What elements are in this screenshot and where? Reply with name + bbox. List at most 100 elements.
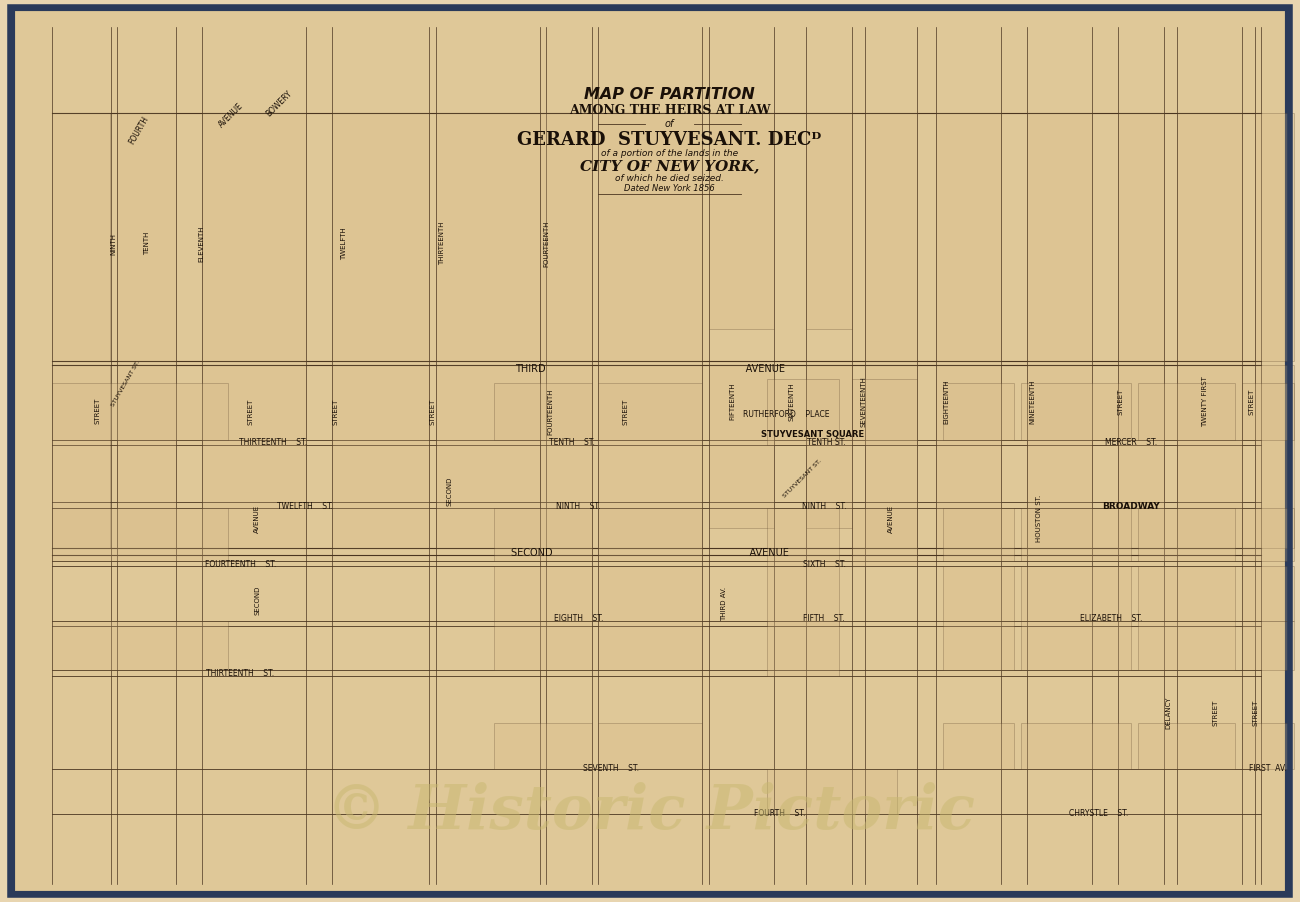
Bar bbox=[494, 566, 592, 621]
Text: AMONG THE HEIRS AT LAW: AMONG THE HEIRS AT LAW bbox=[569, 105, 770, 117]
Text: NINTH: NINTH bbox=[111, 233, 116, 254]
Bar bbox=[52, 508, 227, 561]
Text: CITY OF NEW YORK,: CITY OF NEW YORK, bbox=[580, 159, 759, 173]
Text: FIFTH    ST.: FIFTH ST. bbox=[803, 614, 845, 623]
Text: STREET: STREET bbox=[1253, 699, 1258, 726]
Bar bbox=[942, 723, 1014, 769]
Text: FOURTEENTH: FOURTEENTH bbox=[543, 220, 549, 267]
Bar bbox=[598, 113, 702, 361]
Text: CHRYSTLE    ST.: CHRYSTLE ST. bbox=[1069, 809, 1128, 818]
FancyBboxPatch shape bbox=[13, 9, 1287, 893]
Bar bbox=[1138, 723, 1235, 769]
Text: of a portion of the lands in the: of a portion of the lands in the bbox=[601, 149, 738, 158]
Bar bbox=[1138, 621, 1235, 670]
Bar bbox=[540, 365, 592, 548]
Text: FOURTEENTH    ST.: FOURTEENTH ST. bbox=[205, 560, 276, 569]
Text: BOWERY: BOWERY bbox=[265, 89, 294, 118]
Text: © Historic Pictoric: © Historic Pictoric bbox=[325, 782, 975, 842]
Bar bbox=[1138, 383, 1235, 440]
Bar bbox=[806, 365, 852, 528]
Text: TENTH    ST.: TENTH ST. bbox=[549, 438, 595, 447]
Text: STREET: STREET bbox=[95, 397, 100, 424]
Text: FOURTH    ST.: FOURTH ST. bbox=[754, 809, 806, 818]
Text: STREET: STREET bbox=[1213, 699, 1218, 726]
Bar bbox=[1242, 621, 1294, 670]
Bar bbox=[494, 383, 592, 440]
Bar bbox=[52, 383, 227, 440]
Bar bbox=[708, 365, 773, 528]
Bar bbox=[540, 113, 592, 361]
Text: MAP OF PARTITION: MAP OF PARTITION bbox=[584, 87, 755, 102]
Bar bbox=[494, 723, 592, 769]
Bar bbox=[864, 365, 916, 548]
Bar bbox=[117, 365, 176, 548]
Bar bbox=[767, 769, 897, 814]
Text: STREET: STREET bbox=[248, 399, 254, 426]
Bar bbox=[598, 383, 702, 440]
Text: NINTH    ST.: NINTH ST. bbox=[802, 502, 846, 511]
Bar bbox=[1020, 383, 1131, 440]
Text: SECOND: SECOND bbox=[255, 585, 260, 614]
Bar bbox=[767, 379, 838, 445]
Bar bbox=[1254, 113, 1294, 361]
Bar bbox=[598, 566, 702, 621]
Bar bbox=[1138, 566, 1235, 621]
Bar bbox=[1020, 621, 1131, 670]
Text: STREET: STREET bbox=[430, 399, 436, 426]
Text: TWELFTH: TWELFTH bbox=[342, 227, 347, 260]
Text: SEVENTH    ST.: SEVENTH ST. bbox=[582, 764, 640, 773]
Bar bbox=[202, 365, 306, 548]
Bar bbox=[1242, 508, 1294, 561]
Text: HOUSTON ST.: HOUSTON ST. bbox=[1036, 495, 1041, 542]
Bar bbox=[494, 621, 592, 670]
Text: EIGHTEENTH: EIGHTEENTH bbox=[944, 379, 949, 424]
Bar bbox=[1176, 113, 1242, 361]
Text: TWELFTH    ST.: TWELFTH ST. bbox=[277, 502, 334, 511]
Text: FIRST  AV.: FIRST AV. bbox=[1249, 764, 1286, 773]
Bar bbox=[864, 113, 916, 361]
Bar bbox=[942, 383, 1014, 440]
Text: THIRTEENTH    ST.: THIRTEENTH ST. bbox=[207, 669, 274, 678]
Text: SIXTEENTH: SIXTEENTH bbox=[789, 382, 794, 420]
Bar bbox=[767, 566, 838, 626]
Text: TWENTY FIRST: TWENTY FIRST bbox=[1202, 376, 1208, 427]
Bar bbox=[1118, 113, 1164, 361]
Text: DELANCY: DELANCY bbox=[1166, 696, 1171, 729]
Bar bbox=[598, 365, 702, 548]
Text: of which he died seized.: of which he died seized. bbox=[615, 174, 724, 183]
Text: FOURTH: FOURTH bbox=[127, 115, 151, 146]
Bar bbox=[852, 508, 916, 566]
Bar bbox=[942, 566, 1014, 621]
Text: NINETEENTH: NINETEENTH bbox=[1030, 379, 1035, 424]
Text: STREET: STREET bbox=[623, 399, 628, 426]
Text: GERARD  STUYVESANT. DECᴰ: GERARD STUYVESANT. DECᴰ bbox=[517, 131, 822, 149]
Text: of: of bbox=[664, 118, 675, 129]
Bar bbox=[598, 508, 702, 561]
Text: ELIZABETH    ST.: ELIZABETH ST. bbox=[1080, 614, 1143, 623]
Bar bbox=[1138, 508, 1235, 561]
Bar bbox=[436, 365, 540, 548]
Text: MERCER    ST.: MERCER ST. bbox=[1105, 438, 1157, 447]
Bar bbox=[767, 621, 838, 676]
Bar bbox=[117, 113, 176, 361]
Text: THIRD                                                                AVENUE: THIRD AVENUE bbox=[515, 364, 785, 374]
Bar bbox=[202, 113, 306, 361]
Bar bbox=[942, 621, 1014, 670]
Text: STUYVESANT ST.: STUYVESANT ST. bbox=[781, 458, 823, 498]
Bar bbox=[52, 365, 110, 548]
Text: EIGHTH    ST.: EIGHTH ST. bbox=[554, 614, 603, 623]
Text: STREET: STREET bbox=[1249, 388, 1254, 415]
Bar bbox=[1027, 113, 1092, 361]
Bar bbox=[806, 113, 852, 329]
Bar bbox=[1242, 383, 1294, 440]
Bar bbox=[1118, 365, 1164, 548]
Bar bbox=[332, 365, 429, 548]
Bar bbox=[852, 379, 916, 445]
Text: RUTHERFORD    PLACE: RUTHERFORD PLACE bbox=[744, 410, 829, 419]
Text: AVENUE: AVENUE bbox=[255, 504, 260, 533]
Bar bbox=[1020, 508, 1131, 561]
Text: SECOND                                                               AVENUE: SECOND AVENUE bbox=[511, 548, 789, 558]
Bar bbox=[436, 113, 540, 361]
Text: STREET: STREET bbox=[1118, 388, 1123, 415]
Text: FOURTEENTH: FOURTEENTH bbox=[547, 389, 552, 436]
